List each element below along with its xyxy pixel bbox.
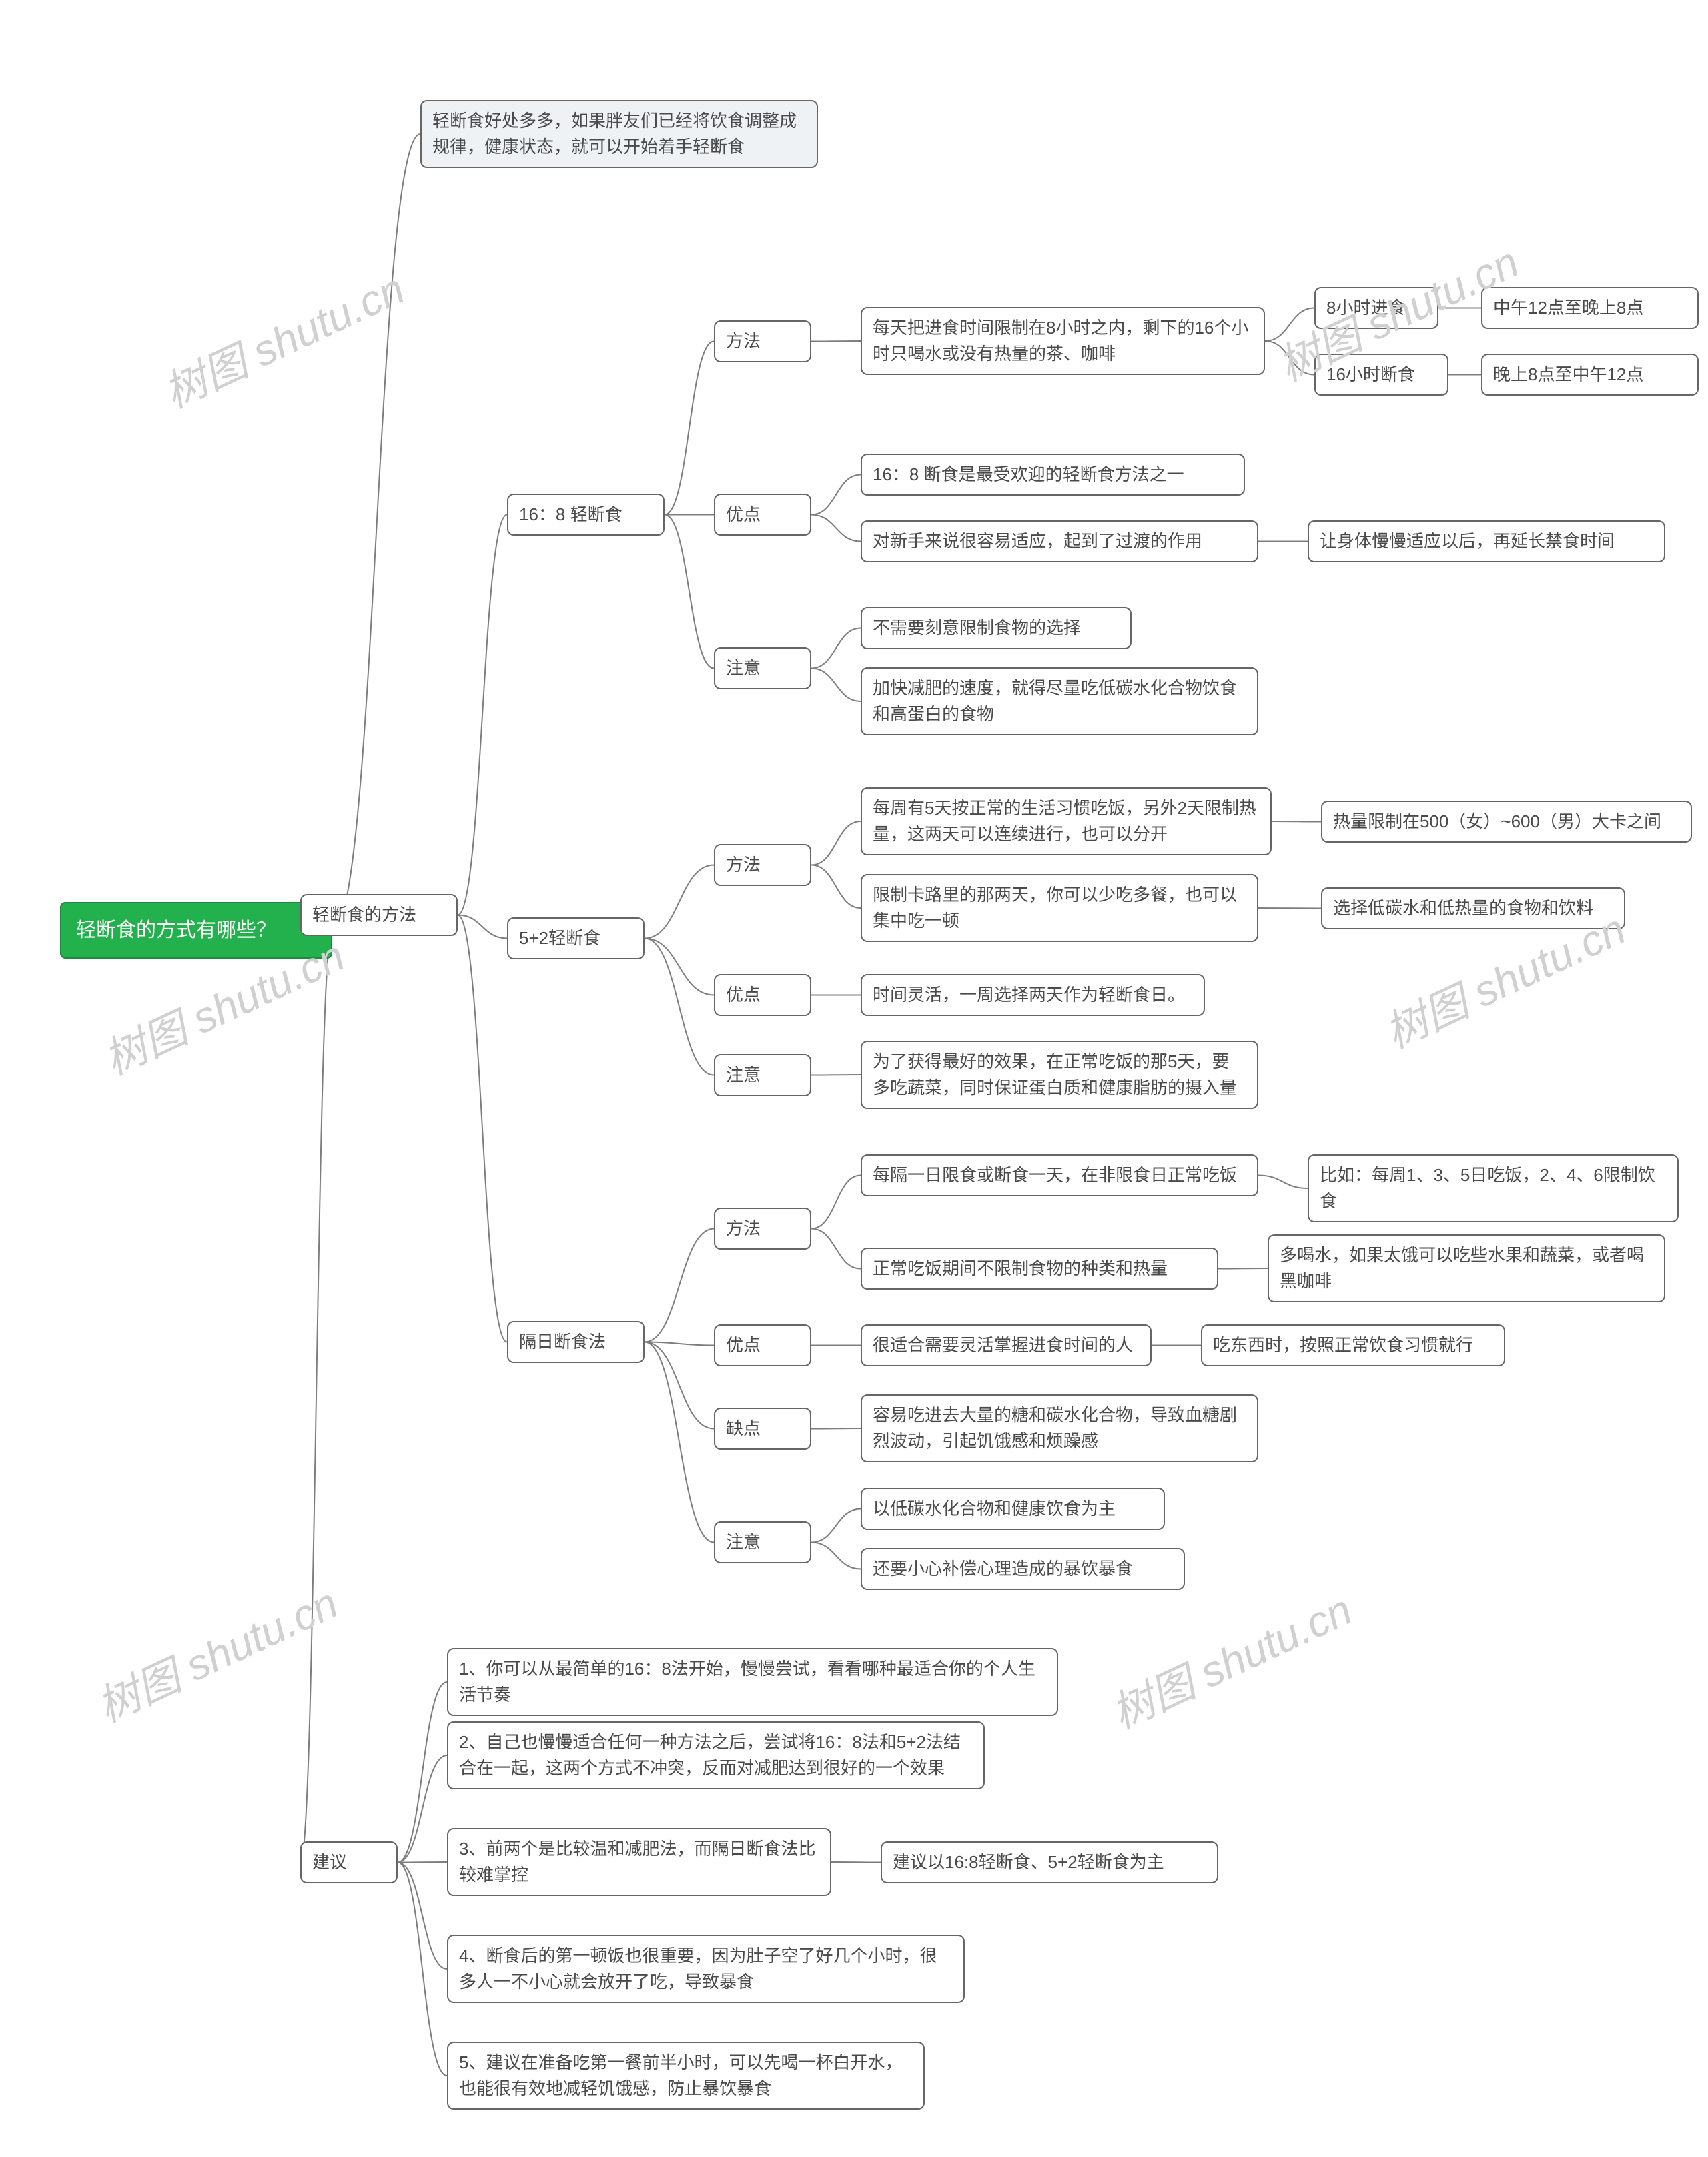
mindmap-node: 16：8 断食是最受欢迎的轻断食方法之一 bbox=[861, 454, 1245, 496]
mindmap-node: 选择低碳水和低热量的食物和饮料 bbox=[1321, 887, 1625, 929]
mindmap-node: 5、建议在准备吃第一餐前半小时，可以先喝一杯白开水，也能很有效地减轻饥饿感，防止… bbox=[447, 2042, 925, 2110]
mindmap-node: 每周有5天按正常的生活习惯吃饭，另外2天限制热量，这两天可以连续进行，也可以分开 bbox=[861, 787, 1272, 855]
mindmap-node: 优点 bbox=[714, 974, 811, 1016]
connector-layer bbox=[0, 0, 1708, 2157]
mindmap-node: 吃东西时，按照正常饮食习惯就行 bbox=[1201, 1324, 1505, 1366]
mindmap-node: 方法 bbox=[714, 320, 811, 362]
watermark: 树图 shutu.cn bbox=[1100, 1576, 1360, 1741]
mindmap-node: 还要小心补偿心理造成的暴饮暴食 bbox=[861, 1548, 1185, 1590]
mindmap-node: 轻断食好处多多，如果胖友们已经将饮食调整成规律，健康状态，就可以开始着手轻断食 bbox=[420, 100, 818, 168]
mindmap-node: 限制卡路里的那两天，你可以少吃多餐，也可以集中吃一顿 bbox=[861, 874, 1258, 942]
mindmap-node: 时间灵活，一周选择两天作为轻断食日。 bbox=[861, 974, 1205, 1016]
mindmap-node: 每天把进食时间限制在8小时之内，剩下的16个小时只喝水或没有热量的茶、咖啡 bbox=[861, 307, 1265, 375]
mindmap-node: 方法 bbox=[714, 844, 811, 886]
mindmap-node: 轻断食的方法 bbox=[300, 894, 458, 936]
mindmap-node: 中午12点至晚上8点 bbox=[1481, 287, 1699, 329]
mindmap-node: 每隔一日限食或断食一天，在非限食日正常吃饭 bbox=[861, 1154, 1258, 1196]
mindmap-node: 优点 bbox=[714, 494, 811, 536]
mindmap-node: 方法 bbox=[714, 1208, 811, 1250]
mindmap-node: 很适合需要灵活掌握进食时间的人 bbox=[861, 1324, 1152, 1366]
mindmap-node: 3、前两个是比较温和减肥法，而隔日断食法比较难掌控 bbox=[447, 1828, 831, 1896]
watermark: 树图 shutu.cn bbox=[153, 255, 413, 420]
mindmap-node: 注意 bbox=[714, 1054, 811, 1096]
mindmap-node: 16小时断食 bbox=[1314, 354, 1448, 396]
mindmap-node: 8小时进食 bbox=[1314, 287, 1438, 329]
mindmap-node: 5+2轻断食 bbox=[507, 917, 645, 959]
mindmap-node: 多喝水，如果太饿可以吃些水果和蔬菜，或者喝黑咖啡 bbox=[1268, 1234, 1665, 1302]
mindmap-node: 晚上8点至中午12点 bbox=[1481, 354, 1699, 396]
mindmap-node: 4、断食后的第一顿饭也很重要，因为肚子空了好几个小时，很多人一不小心就会放开了吃… bbox=[447, 1935, 965, 2003]
mindmap-node: 缺点 bbox=[714, 1408, 811, 1450]
mindmap-node: 让身体慢慢适应以后，再延长禁食时间 bbox=[1308, 520, 1665, 562]
mindmap-node: 容易吃进去大量的糖和碳水化合物，导致血糖剧烈波动，引起饥饿感和烦躁感 bbox=[861, 1394, 1258, 1462]
mindmap-node: 注意 bbox=[714, 647, 811, 689]
mindmap-node: 不需要刻意限制食物的选择 bbox=[861, 607, 1132, 649]
mindmap-node: 16：8 轻断食 bbox=[507, 494, 665, 536]
mindmap-node: 建议 bbox=[300, 1841, 398, 1883]
mindmap-node: 优点 bbox=[714, 1324, 811, 1366]
mindmap-node: 为了获得最好的效果，在正常吃饭的那5天，要多吃蔬菜，同时保证蛋白质和健康脂肪的摄… bbox=[861, 1041, 1258, 1109]
mindmap-node: 对新手来说很容易适应，起到了过渡的作用 bbox=[861, 520, 1258, 562]
mindmap-node: 注意 bbox=[714, 1521, 811, 1563]
mindmap-node: 1、你可以从最简单的16：8法开始，慢慢尝试，看看哪种最适合你的个人生活节奏 bbox=[447, 1648, 1058, 1716]
mindmap-node: 2、自己也慢慢适合任何一种方法之后，尝试将16：8法和5+2法结合在一起，这两个… bbox=[447, 1721, 985, 1789]
mindmap-node: 比如：每周1、3、5日吃饭，2、4、6限制饮食 bbox=[1308, 1154, 1679, 1222]
mindmap-node: 建议以16:8轻断食、5+2轻断食为主 bbox=[881, 1841, 1218, 1883]
mindmap-node: 以低碳水化合物和健康饮食为主 bbox=[861, 1488, 1165, 1530]
mindmap-node: 正常吃饭期间不限制食物的种类和热量 bbox=[861, 1248, 1218, 1290]
mindmap-node: 隔日断食法 bbox=[507, 1321, 645, 1363]
mindmap-node: 热量限制在500（女）~600（男）大卡之间 bbox=[1321, 801, 1692, 843]
mindmap-node: 加快减肥的速度，就得尽量吃低碳水化合物饮食和高蛋白的食物 bbox=[861, 667, 1258, 735]
watermark: 树图 shutu.cn bbox=[86, 1569, 346, 1734]
mindmap-node: 轻断食的方式有哪些？ bbox=[60, 902, 332, 959]
